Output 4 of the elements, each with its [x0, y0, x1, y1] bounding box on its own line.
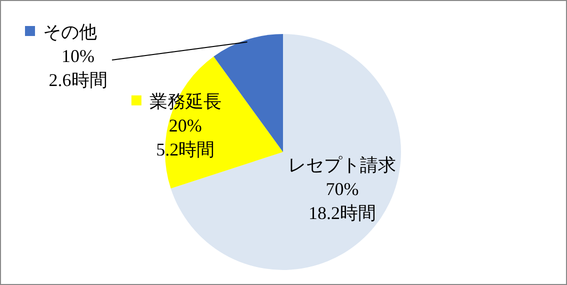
legend-label: その他: [43, 22, 97, 42]
data-label: 70% 18.2時間: [308, 179, 376, 223]
data-label: 10% 2.6時間: [48, 46, 108, 90]
slice-label: レセプト請求: [288, 155, 396, 175]
